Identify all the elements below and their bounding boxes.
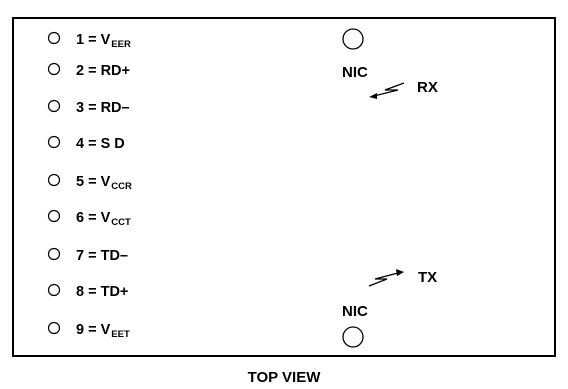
pin-label-subscript: CCT <box>111 217 131 228</box>
top-view-caption: TOP VIEW <box>248 369 322 386</box>
pin-marker-icon <box>47 31 61 45</box>
pin-label-text: 1 = V <box>76 32 111 48</box>
nic-top-label: NIC <box>342 64 368 81</box>
pin-list: 1 = VEER 2 = RD+ 3 = RD– 4 = S D 5 = VCCR 6 =… <box>47 31 132 340</box>
nic-bottom-label: NIC <box>342 303 368 320</box>
pin-row-8: 8 = TD+ <box>47 283 128 300</box>
pin-label-8: 8 = TD+ <box>76 284 128 300</box>
pin-marker-icon <box>47 283 61 297</box>
pin-label-1: 1 = VEER <box>76 32 131 50</box>
pin-row-7: 7 = TD– <box>47 247 128 264</box>
pin-label-text: 5 = V <box>76 174 111 190</box>
pin-row-4: 4 = S D <box>47 135 125 152</box>
nic-top-circle <box>342 28 364 50</box>
pin-label-4: 4 = S D <box>76 136 125 152</box>
pin-label-text: 9 = V <box>76 322 111 338</box>
pin-label-9: 9 = VEET <box>76 322 130 340</box>
pin-label-text: 3 = RD– <box>76 100 130 116</box>
pin-label-subscript: EER <box>111 39 131 50</box>
pin-label-2: 2 = RD+ <box>76 63 130 79</box>
pin-label-6: 6 = VCCT <box>76 210 131 228</box>
tx-arrow-icon <box>368 269 404 287</box>
pin-marker-icon <box>47 321 61 335</box>
rx-arrow-icon <box>369 82 405 99</box>
pin-label-7: 7 = TD– <box>76 248 128 264</box>
pin-row-2: 2 = RD+ <box>47 62 130 79</box>
pin-row-9: 9 = VEET <box>47 321 130 340</box>
pin-label-text: 7 = TD– <box>76 248 128 264</box>
pin-label-text: 8 = TD+ <box>76 284 128 300</box>
pin-marker-icon <box>47 99 61 113</box>
pin-marker-icon <box>47 173 61 187</box>
pin-marker-icon <box>47 209 61 223</box>
tx-label: TX <box>418 269 437 286</box>
pin-row-3: 3 = RD– <box>47 99 130 116</box>
pin-marker-icon <box>47 135 61 149</box>
pin-row-5: 5 = VCCR <box>47 173 132 192</box>
pin-label-subscript: CCR <box>111 181 132 192</box>
pin-label-text: 4 = S D <box>76 136 125 152</box>
pin-label-text: 2 = RD+ <box>76 63 130 79</box>
pin-marker-icon <box>47 62 61 76</box>
module-outline <box>12 17 556 357</box>
nic-bottom-circle <box>342 326 364 348</box>
pin-label-3: 3 = RD– <box>76 100 130 116</box>
pin-row-1: 1 = VEER <box>47 31 131 50</box>
rx-label: RX <box>417 79 438 96</box>
pin-row-6: 6 = VCCT <box>47 209 131 228</box>
pin-label-subscript: EET <box>111 329 130 340</box>
pin-label-text: 6 = V <box>76 210 111 226</box>
pin-marker-icon <box>47 247 61 261</box>
pin-label-5: 5 = VCCR <box>76 174 132 192</box>
